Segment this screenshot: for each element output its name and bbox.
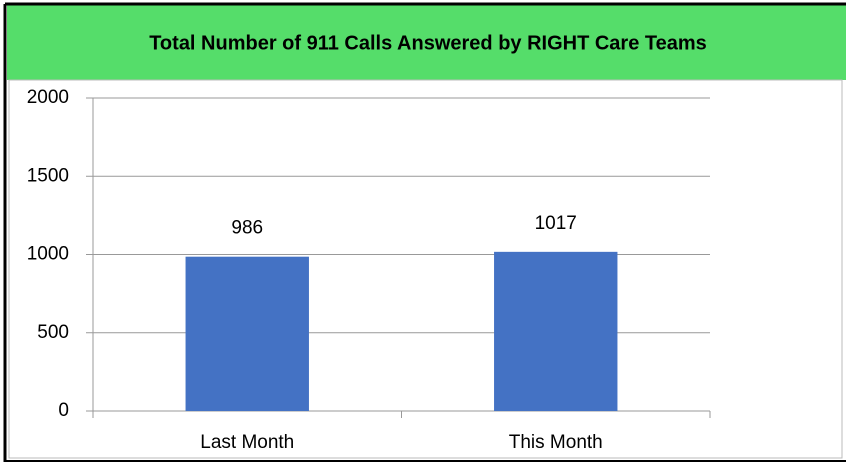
bar [185,256,309,411]
data-label: 1017 [535,213,577,234]
chart-title: Total Number of 911 Calls Answered by RI… [149,32,707,54]
y-tick-label: 500 [37,322,69,343]
title-banner [7,5,846,80]
x-tick-label: This Month [509,432,603,453]
data-label: 986 [231,218,263,239]
y-tick-label: 0 [58,400,69,421]
chart-frame [8,79,843,459]
x-tick-label: Last Month [200,432,294,453]
y-tick-label: 2000 [27,87,69,108]
bar [494,251,618,411]
y-tick-label: 1000 [27,244,69,265]
y-tick-label: 1500 [27,165,69,186]
